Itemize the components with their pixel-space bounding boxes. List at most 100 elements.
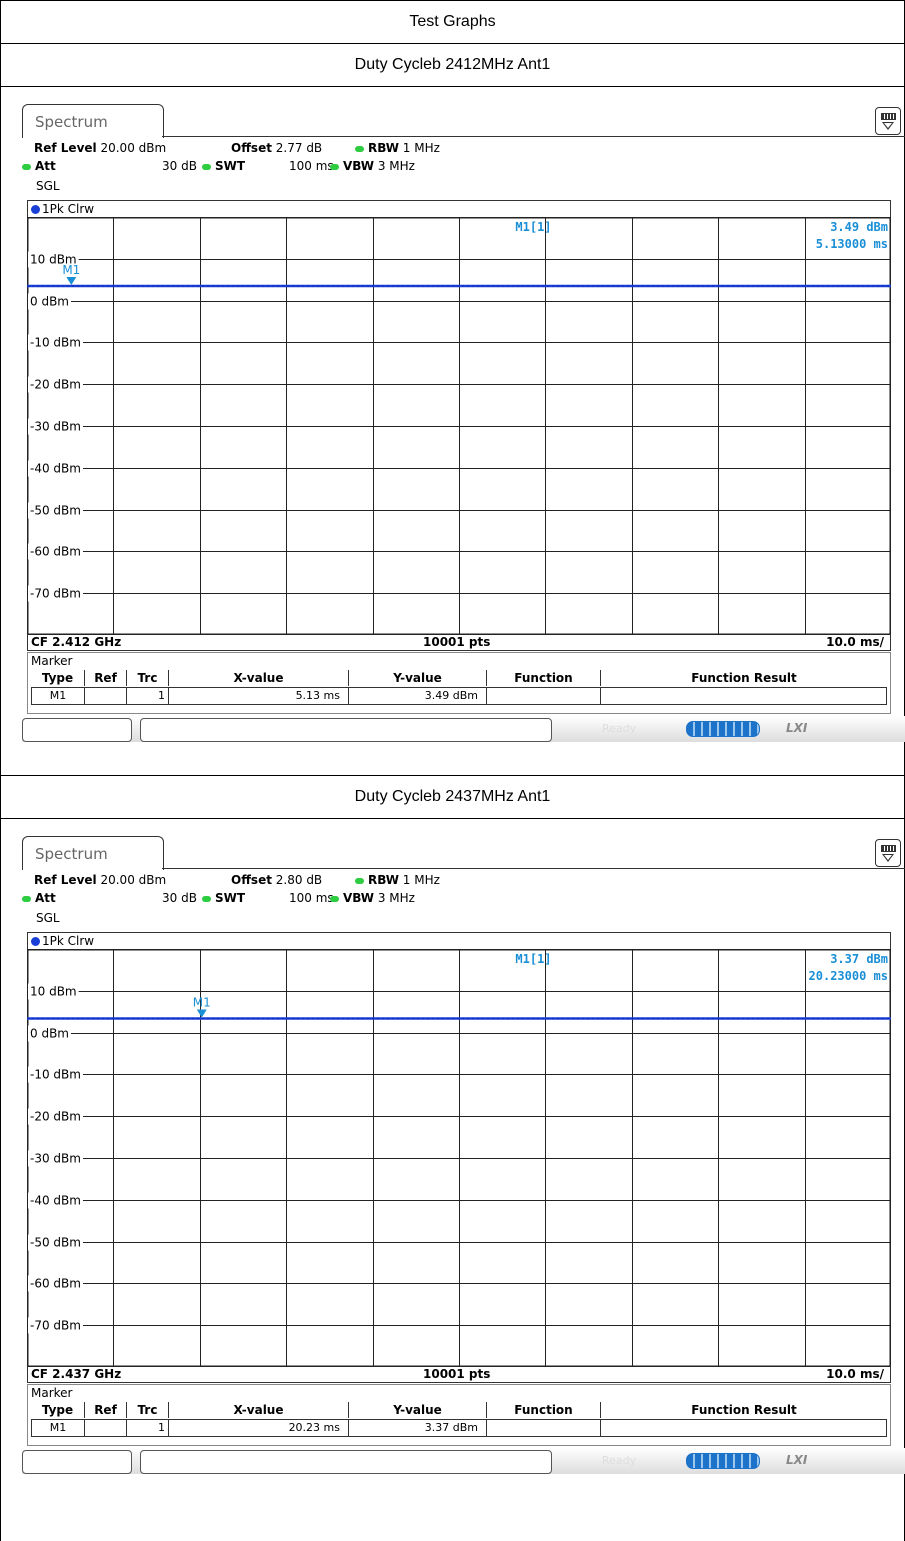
section-title-2: Duty Cycleb 2437MHz Ant1 bbox=[0, 776, 905, 818]
marker-table: Marker Type Ref Trc X-value Y-value Func… bbox=[27, 652, 891, 714]
y-tick-label: -20 dBm bbox=[30, 378, 81, 392]
marker-label: M1 bbox=[62, 263, 80, 277]
col-function: Function bbox=[487, 670, 601, 686]
tab-spectrum[interactable]: Spectrum bbox=[22, 836, 164, 870]
status-bar: Ready LXI bbox=[22, 1448, 905, 1474]
swt: SWT bbox=[202, 891, 245, 905]
time-per-division: 10.0 ms/ bbox=[826, 635, 884, 649]
trace-indicator-icon bbox=[31, 937, 40, 946]
tab-label: Spectrum bbox=[35, 845, 108, 863]
y-tick-label: -10 dBm bbox=[30, 1068, 81, 1082]
swt: SWT bbox=[202, 159, 245, 173]
col-type: Type bbox=[31, 670, 85, 686]
display-menu-icon[interactable] bbox=[875, 839, 901, 867]
sweep-points: 10001 pts bbox=[423, 1367, 491, 1381]
cell-function-result bbox=[601, 688, 887, 704]
y-tick-label: -60 dBm bbox=[30, 1277, 81, 1291]
attenuation: Att bbox=[22, 891, 56, 905]
y-tick-label: 10 dBm bbox=[30, 985, 77, 999]
center-frequency: CF 2.437 GHz bbox=[31, 1367, 122, 1381]
marker-readout-level: 3.49 dBm bbox=[830, 220, 888, 234]
table-divider bbox=[0, 43, 905, 44]
vbw: VBW 3 MHz bbox=[330, 159, 415, 173]
col-trc: Trc bbox=[127, 1402, 169, 1418]
att-value: 30 dB bbox=[162, 891, 197, 905]
status-field[interactable] bbox=[22, 718, 132, 742]
tick-label-background bbox=[28, 418, 83, 435]
display-menu-icon[interactable] bbox=[875, 107, 901, 135]
cell-type: M1 bbox=[31, 1420, 85, 1436]
cell-y-value: 3.49 dBm bbox=[349, 688, 487, 704]
y-tick-label: -70 dBm bbox=[30, 1319, 81, 1333]
trace-label-box: 1Pk Clrw bbox=[27, 932, 891, 949]
y-tick-label: -50 dBm bbox=[30, 1236, 81, 1250]
spectrum-plot-1: 10 dBm 0 dBm -10 dBm -20 dBm -30 dBm -40 dBm -… bbox=[27, 217, 891, 635]
cell-trc: 1 bbox=[127, 1420, 169, 1436]
cell-x-value: 20.23 ms bbox=[169, 1420, 349, 1436]
sweep-mode: SGL bbox=[36, 179, 60, 193]
marker-readout-level: 3.37 dBm bbox=[830, 952, 888, 966]
y-tick-label: 0 dBm bbox=[30, 1027, 69, 1041]
tick-label-background bbox=[28, 1108, 83, 1125]
status-message-field[interactable] bbox=[140, 1450, 552, 1474]
tab-baseline bbox=[162, 868, 905, 869]
plot-footer: CF 2.437 GHz 10001 pts 10.0 ms/ bbox=[27, 1366, 891, 1383]
col-trc: Trc bbox=[127, 670, 169, 686]
col-ref: Ref bbox=[85, 670, 127, 686]
ref-level: Ref Level 20.00 dBm bbox=[34, 141, 167, 155]
tick-label-background bbox=[28, 502, 83, 519]
lxi-logo: LXI bbox=[786, 1453, 808, 1467]
time-per-division: 10.0 ms/ bbox=[826, 1367, 884, 1381]
tab-spectrum[interactable]: Spectrum bbox=[22, 104, 164, 138]
sweep-mode: SGL bbox=[36, 911, 60, 925]
tick-label-background bbox=[28, 1234, 83, 1251]
vbw: VBW 3 MHz bbox=[330, 891, 415, 905]
marker-label: M1 bbox=[193, 996, 211, 1010]
tick-label-background bbox=[28, 1192, 83, 1209]
table-row: M1 1 5.13 ms 3.49 dBm bbox=[31, 687, 887, 705]
att-value: 30 dB bbox=[162, 159, 197, 173]
marker-table-title: Marker bbox=[31, 1386, 73, 1400]
col-x-value: X-value bbox=[169, 670, 349, 686]
cell-y-value: 3.37 dBm bbox=[349, 1420, 487, 1436]
y-tick-label: -10 dBm bbox=[30, 336, 81, 350]
rbw: RBW 1 MHz bbox=[355, 873, 440, 887]
y-tick-label: 10 dBm bbox=[30, 253, 77, 267]
tick-label-background bbox=[28, 1150, 83, 1167]
ready-status: Ready bbox=[602, 722, 637, 735]
col-y-value: Y-value bbox=[349, 670, 487, 686]
table-divider bbox=[0, 86, 905, 87]
marker-triangle-icon bbox=[196, 1009, 207, 1018]
tick-label-background bbox=[28, 334, 83, 351]
marker-table-title: Marker bbox=[31, 654, 73, 668]
table-divider bbox=[0, 818, 905, 819]
table-divider bbox=[0, 775, 905, 776]
col-y-value: Y-value bbox=[349, 1402, 487, 1418]
tick-label-background bbox=[28, 1275, 83, 1292]
ready-status: Ready bbox=[602, 1454, 637, 1467]
tab-label: Spectrum bbox=[35, 113, 108, 131]
marker-readout-time: 5.13000 ms bbox=[816, 237, 888, 251]
marker-readout-label: M1[1] bbox=[515, 952, 551, 966]
col-x-value: X-value bbox=[169, 1402, 349, 1418]
y-tick-label: -50 dBm bbox=[30, 504, 81, 518]
marker-table-header: Type Ref Trc X-value Y-value Function Fu… bbox=[31, 670, 887, 686]
col-function-result: Function Result bbox=[691, 1403, 797, 1417]
tick-label-background bbox=[28, 543, 83, 560]
marker-table-header: Type Ref Trc X-value Y-value Function Fu… bbox=[31, 1402, 887, 1418]
cell-x-value: 5.13 ms bbox=[169, 688, 349, 704]
table-row: M1 1 20.23 ms 3.37 dBm bbox=[31, 1419, 887, 1437]
tick-label-background bbox=[28, 376, 83, 393]
tick-label-background bbox=[28, 1025, 71, 1042]
sweep-progress-indicator bbox=[686, 1453, 760, 1469]
col-ref: Ref bbox=[85, 1402, 127, 1418]
lxi-logo: LXI bbox=[786, 721, 808, 735]
table-border-left bbox=[0, 0, 1, 1541]
marker-triangle-icon bbox=[66, 277, 77, 286]
tick-label-background bbox=[28, 585, 83, 602]
y-tick-label: 0 dBm bbox=[30, 295, 69, 309]
analyzer-screenshot-2: Spectrum Ref Level 20.00 dBm Offset 2.80… bbox=[22, 836, 905, 1504]
status-field[interactable] bbox=[22, 1450, 132, 1474]
status-message-field[interactable] bbox=[140, 718, 552, 742]
